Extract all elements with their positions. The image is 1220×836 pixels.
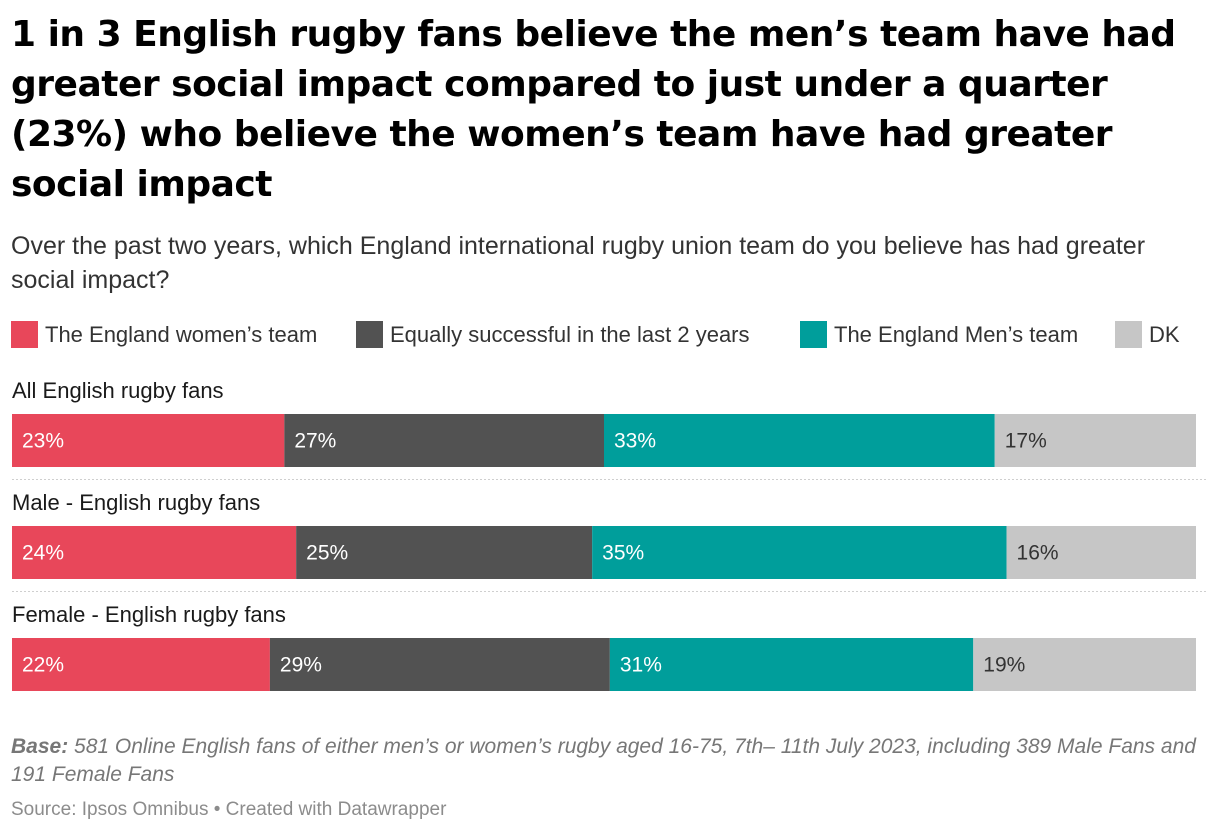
- bar-female-english-rugby-fans-dk: [973, 638, 1196, 691]
- value-label-all-english-rugby-fans-dk: 17%: [1005, 430, 1047, 453]
- row-label-male-english-rugby-fans: Male - English rugby fans: [12, 490, 260, 515]
- value-label-all-english-rugby-fans-the-england-women-s-team: 23%: [22, 430, 64, 453]
- value-label-female-english-rugby-fans-dk: 19%: [983, 654, 1025, 677]
- bar-all-english-rugby-fans-the-england-women-s-team: [12, 414, 285, 467]
- legend-label-womens-team: The England women’s team: [45, 322, 318, 347]
- value-label-male-english-rugby-fans-the-england-women-s-team: 24%: [22, 542, 64, 565]
- legend-swatch-womens-team: [11, 321, 38, 348]
- value-label-female-english-rugby-fans-the-england-women-s-team: 22%: [22, 654, 64, 677]
- chart-title: 1 in 3 English rugby fans believe the me…: [11, 14, 1176, 205]
- value-label-female-english-rugby-fans-equally-successful-in-the-last-2-years: 29%: [280, 654, 322, 677]
- stacked-bar-chart: All English rugby fans 23% 27% 33% 17% Male -…: [12, 378, 1208, 691]
- legend-swatch-mens-team: [800, 321, 827, 348]
- value-label-male-english-rugby-fans-the-england-men-s-team: 35%: [602, 542, 644, 565]
- value-label-male-english-rugby-fans-equally-successful-in-the-last-2-years: 25%: [306, 542, 348, 565]
- row-label-female-english-rugby-fans: Female - English rugby fans: [12, 602, 286, 627]
- bar-female-english-rugby-fans-the-england-women-s-team: [12, 638, 270, 691]
- row-label-all-english-rugby-fans: All English rugby fans: [12, 378, 224, 403]
- bar-female-english-rugby-fans-equally-successful-in-the-last-2-years: [269, 638, 610, 691]
- bar-male-english-rugby-fans-the-england-women-s-team: [12, 526, 297, 579]
- bar-all-english-rugby-fans-equally-successful-in-the-last-2-years: [284, 414, 604, 467]
- bar-male-english-rugby-fans-equally-successful-in-the-last-2-years: [296, 526, 593, 579]
- base-note: Base: 581 Online English fans of either …: [11, 733, 1201, 789]
- value-label-all-english-rugby-fans-equally-successful-in-the-last-2-years: 27%: [294, 430, 336, 453]
- bar-male-english-rugby-fans-dk: [1006, 526, 1196, 579]
- bar-female-english-rugby-fans-the-england-men-s-team: [609, 638, 974, 691]
- bar-all-english-rugby-fans-the-england-men-s-team: [604, 414, 995, 467]
- chart-subtitle: Over the past two years, which England i…: [11, 232, 1146, 294]
- source-credit: Source: Ipsos Omnibus • Created with Dat…: [11, 799, 447, 820]
- legend: The England women’s team Equally success…: [11, 318, 1211, 352]
- value-label-all-english-rugby-fans-the-england-men-s-team: 33%: [614, 430, 656, 453]
- legend-label-mens-team: The England Men’s team: [834, 322, 1079, 347]
- value-label-female-english-rugby-fans-the-england-men-s-team: 31%: [620, 654, 662, 677]
- value-label-male-english-rugby-fans-dk: 16%: [1017, 542, 1059, 565]
- base-note-label: Base:: [11, 735, 69, 758]
- legend-swatch-equally-successful: [356, 321, 383, 348]
- bar-male-english-rugby-fans-the-england-men-s-team: [592, 526, 1007, 579]
- legend-label-dk: DK: [1149, 322, 1180, 347]
- legend-swatch-dk: [1115, 321, 1142, 348]
- base-note-text: 581 Online English fans of either men’s …: [11, 735, 1196, 786]
- legend-label-equally-successful: Equally successful in the last 2 years: [390, 322, 750, 347]
- bar-all-english-rugby-fans-dk: [994, 414, 1196, 467]
